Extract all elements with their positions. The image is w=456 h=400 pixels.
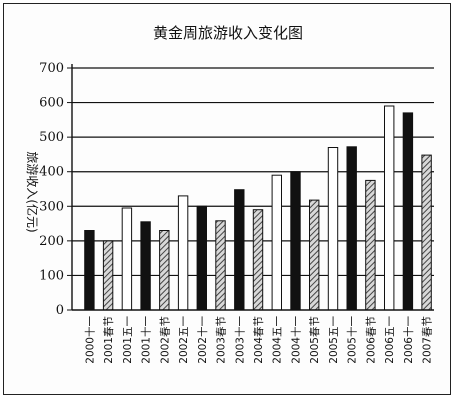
y-tick-label: 400 — [39, 165, 64, 180]
bar — [252, 209, 264, 311]
x-tick-label: 2005十一 — [346, 316, 359, 364]
x-tick-label: 2002春节 — [159, 316, 171, 364]
x-tick-label: 2001十一 — [140, 316, 153, 364]
x-tick-label: 2005春节 — [309, 316, 321, 364]
bar-chart: 黄金周旅游收入变化图 0 100 200 300 400 500 600 700 2000十一 2… — [25, 24, 434, 364]
bar — [271, 174, 283, 311]
bar — [102, 240, 114, 311]
x-tick-label: 2004十一 — [290, 316, 303, 364]
bar — [346, 146, 357, 311]
y-tick-label: 600 — [39, 96, 64, 111]
bar — [84, 230, 95, 311]
x-tick-label: 2007春节 — [422, 316, 434, 364]
bar — [177, 195, 189, 311]
x-tick-label: 2005五一 — [328, 316, 340, 364]
chart-title: 黄金周旅游收入变化图 — [153, 24, 303, 42]
bar — [384, 105, 395, 311]
x-tick-label: 2004春节 — [253, 316, 265, 364]
y-tick-label: 200 — [39, 234, 64, 249]
grid-layer — [72, 67, 434, 277]
bar-layer — [84, 105, 432, 311]
y-tick-label: 700 — [39, 61, 64, 76]
y-tick-label: 300 — [39, 199, 64, 214]
x-tick-label: 2000十一 — [83, 316, 96, 364]
x-tick-label: 2002五一 — [178, 316, 190, 364]
x-tick-label: 2001春节 — [103, 316, 115, 364]
x-tick-label: 2006春节 — [365, 316, 377, 364]
bar — [196, 205, 208, 311]
bar — [402, 112, 414, 311]
x-tick-label: 2004五一 — [272, 316, 284, 364]
x-tick-label: 2001五一 — [122, 316, 134, 364]
bar — [234, 189, 245, 311]
bar — [290, 171, 301, 311]
x-tick-label: 2006五一 — [384, 316, 396, 364]
y-tick-label: 500 — [39, 130, 64, 145]
bar — [327, 147, 339, 311]
y-tick-label: 0 — [56, 303, 64, 318]
bar — [365, 179, 376, 311]
bar — [159, 230, 170, 311]
bar — [140, 221, 151, 311]
y-axis-label: 旅游收入(亿元) — [25, 151, 40, 232]
x-tick-label: 2006十一 — [402, 316, 415, 364]
bar — [421, 154, 432, 311]
x-tick-label: 2002十一 — [196, 316, 209, 364]
bar — [309, 199, 320, 311]
axis-layer: 0 100 200 300 400 500 600 700 2000十一 2001春节 2001五一… — [39, 61, 434, 364]
x-tick-label: 2003十一 — [233, 316, 246, 364]
bar — [121, 207, 133, 311]
chart-frame: 黄金周旅游收入变化图 0 100 200 300 400 500 600 700 2000十一 2… — [3, 3, 451, 395]
bar — [215, 220, 226, 311]
x-tick-label: 2003春节 — [216, 316, 228, 364]
y-tick-label: 100 — [39, 268, 64, 283]
